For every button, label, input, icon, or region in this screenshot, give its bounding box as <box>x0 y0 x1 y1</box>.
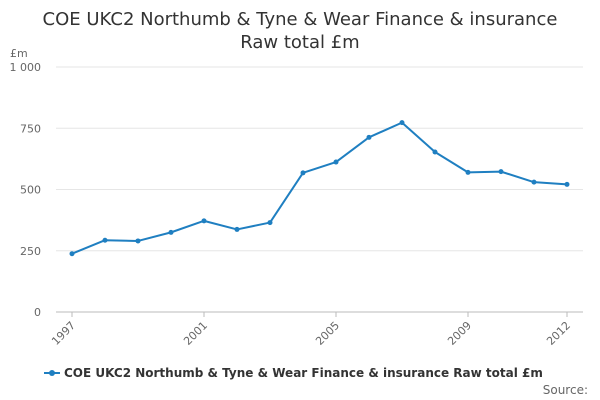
chart-title: COE UKC2 Northumb & Tyne & Wear Finance … <box>0 8 600 54</box>
y-tick-label: 0 <box>34 306 41 319</box>
data-point[interactable] <box>168 229 174 235</box>
data-point[interactable] <box>564 181 570 187</box>
x-tick-label: 2005 <box>313 319 342 348</box>
grid-lines <box>56 66 583 313</box>
y-tick-label: 1 000 <box>10 61 42 74</box>
data-point[interactable] <box>465 169 471 175</box>
y-axis-ticks: 0 250 500 750 1 000 <box>10 61 42 319</box>
data-point[interactable] <box>234 226 240 232</box>
source-label: Source: <box>542 383 588 397</box>
x-tick-label: 2009 <box>445 319 474 348</box>
x-tick-label: 1997 <box>49 319 78 348</box>
data-point[interactable] <box>366 134 372 140</box>
series-layer <box>69 120 570 257</box>
series-line <box>71 121 568 255</box>
x-tick-label: 2012 <box>544 319 573 348</box>
data-point[interactable] <box>201 218 207 224</box>
y-tick-label: 750 <box>20 122 41 135</box>
data-point[interactable] <box>135 238 141 244</box>
chart-title-line: COE UKC2 Northumb & Tyne & Wear Finance … <box>42 9 558 30</box>
data-point[interactable] <box>333 159 339 165</box>
chart-subtitle-line: Raw total £m <box>240 32 360 53</box>
data-point[interactable] <box>399 120 405 126</box>
y-tick-label: 500 <box>20 184 41 197</box>
data-point[interactable] <box>432 149 438 155</box>
data-point[interactable] <box>498 169 504 175</box>
data-point[interactable] <box>300 170 306 176</box>
data-point[interactable] <box>102 237 108 243</box>
x-axis-ticks: 1997 2001 2005 2009 2012 <box>49 312 573 348</box>
legend-label: COE UKC2 Northumb & Tyne & Wear Finance … <box>64 366 543 380</box>
data-point[interactable] <box>267 220 273 226</box>
legend-swatch-icon <box>44 368 60 378</box>
legend[interactable]: COE UKC2 Northumb & Tyne & Wear Finance … <box>44 366 543 380</box>
y-tick-label: 250 <box>20 245 41 258</box>
x-tick-label: 2001 <box>181 319 210 348</box>
y-axis-label: £m <box>10 47 28 60</box>
data-point[interactable] <box>531 179 537 185</box>
data-point[interactable] <box>69 251 75 257</box>
